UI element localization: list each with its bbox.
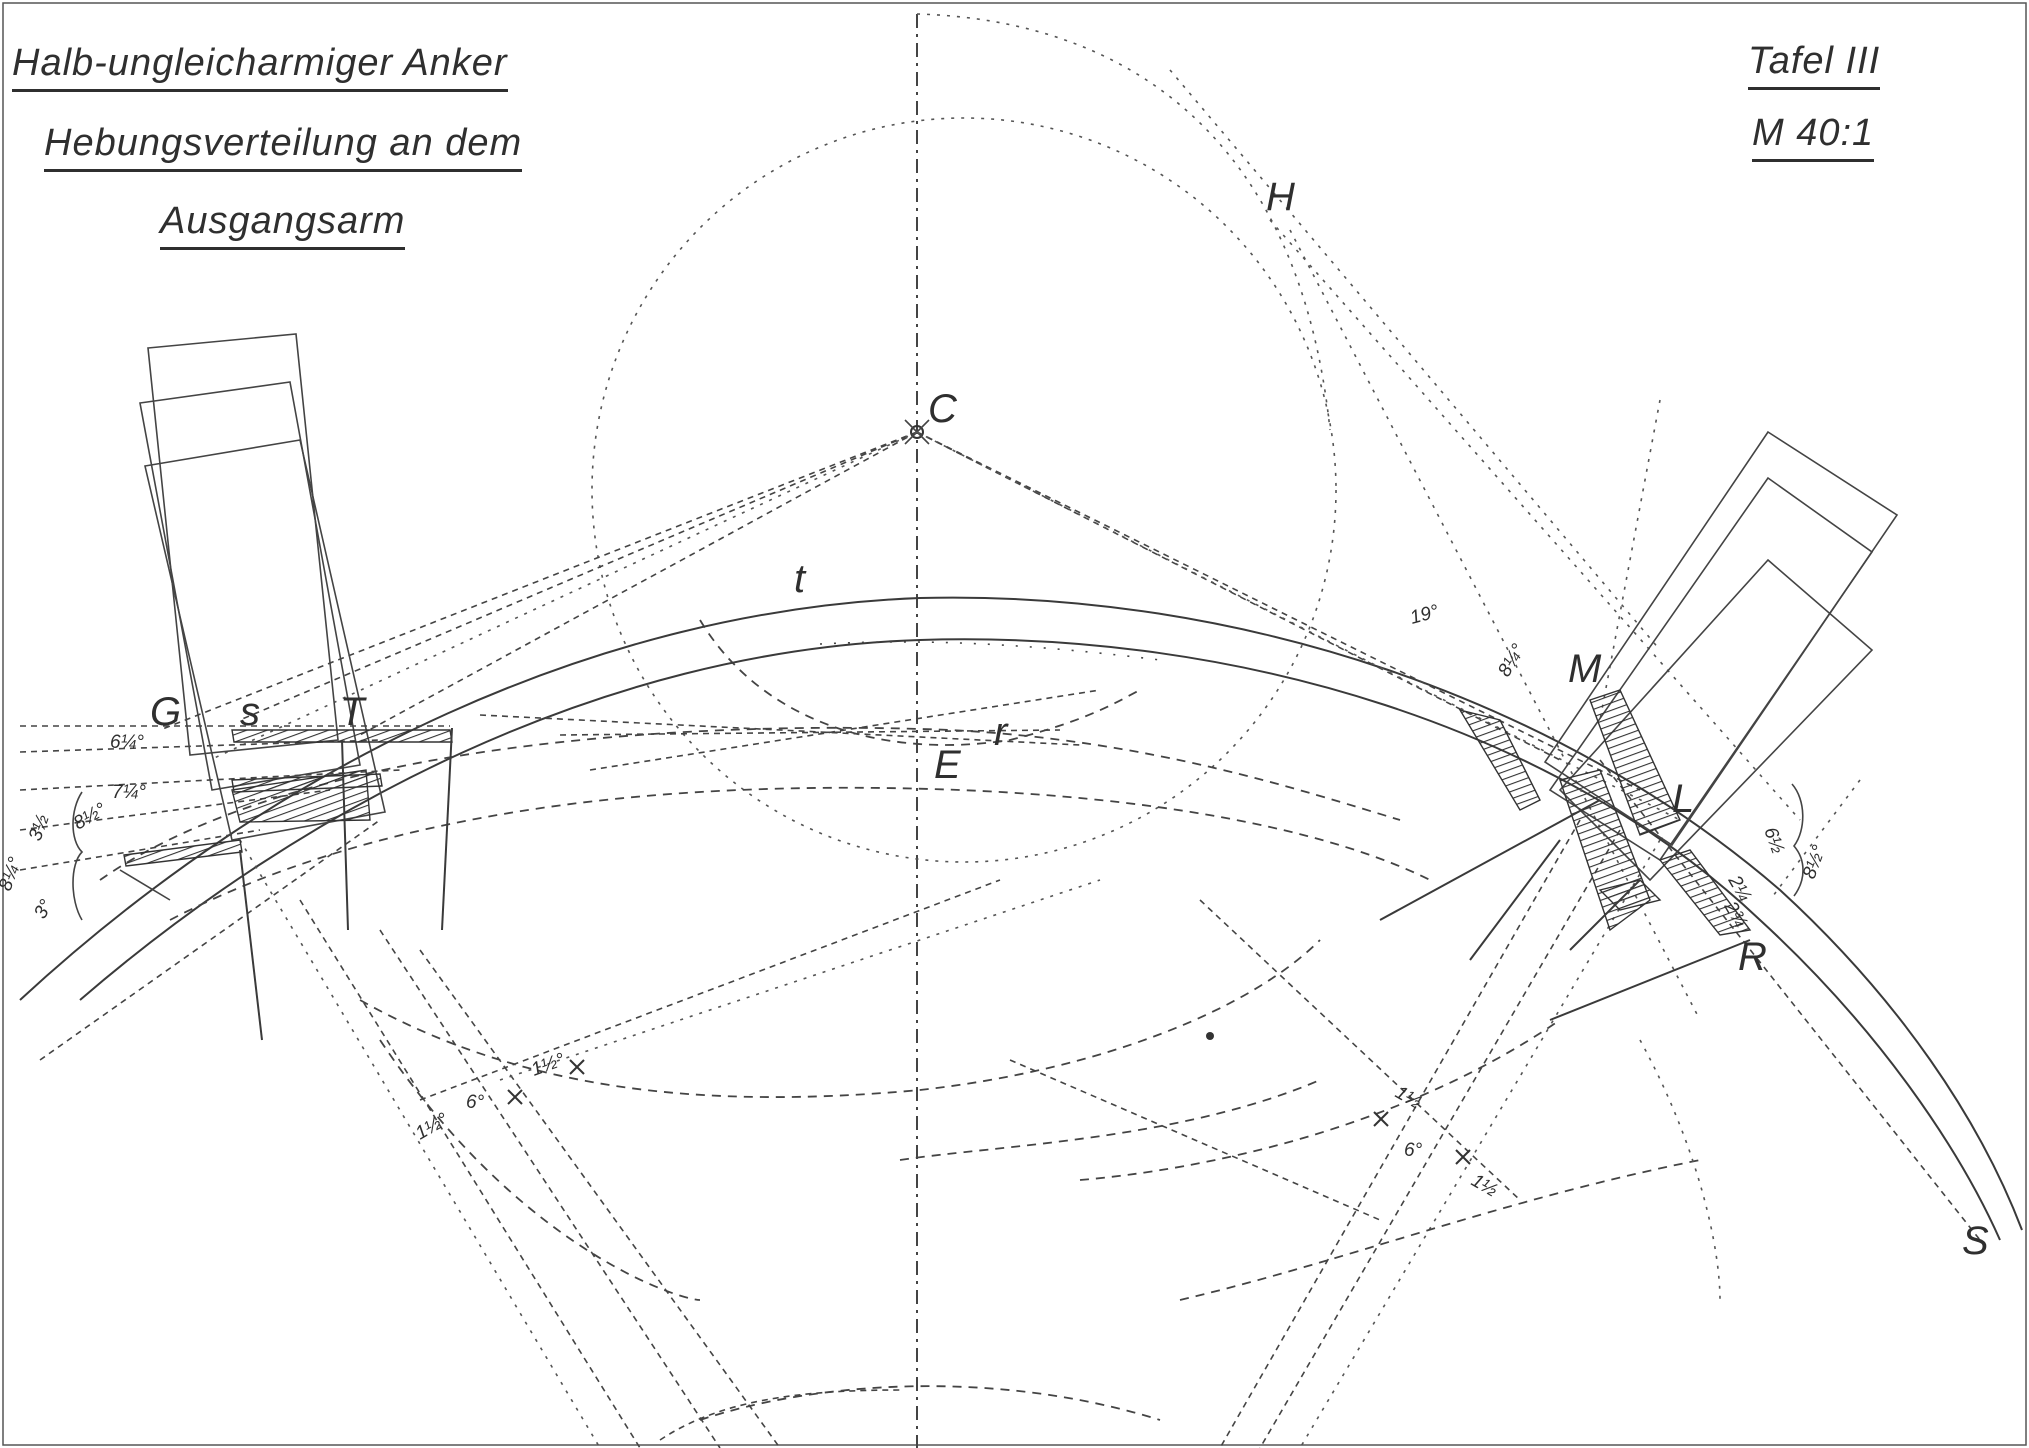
angle-bottom-1-1-2-right: 1½ — [1392, 1082, 1426, 1113]
label-s-small: s — [240, 690, 260, 734]
label-g: G — [150, 690, 181, 734]
angle-bottom-6-left: 6° — [466, 1092, 485, 1113]
title-line-3: Ausgangsarm — [160, 200, 406, 250]
circle-around-c — [591, 117, 1337, 863]
angle-bottom-1-1-2-left: 1½° — [412, 1109, 452, 1144]
line-h — [1169, 69, 1661, 651]
wheel-inner-arc — [79, 638, 2001, 1241]
left-pallet-stack — [119, 333, 453, 1041]
scale-label: M 40:1 — [1752, 112, 1875, 162]
plate-number: Tafel III — [1748, 40, 1881, 90]
radius-c-left-1 — [159, 431, 918, 731]
angle-bottom-6-right: 6° — [1404, 1140, 1423, 1161]
angle-left-8-1-4: 8¼° — [0, 854, 26, 894]
label-l: L — [1672, 777, 1694, 821]
radius-c-right-1 — [916, 431, 1641, 791]
label-s: S — [1962, 1219, 1989, 1263]
tick-arc — [819, 641, 1161, 661]
angle-top-19: 19° — [1408, 601, 1442, 629]
label-c: C — [928, 387, 958, 431]
angle-left-3-1-2: 3½ — [25, 812, 54, 844]
angle-bottom-1-1-2-far: 1½ — [1468, 1170, 1502, 1201]
label-h: H — [1266, 175, 1295, 219]
pivot-c-marker — [910, 425, 924, 439]
label-t-small: t — [794, 557, 807, 601]
label-e: E — [934, 743, 962, 787]
label-m: M — [1568, 647, 1602, 691]
title-line-1: Halb-ungleicharmiger Anker — [12, 42, 508, 92]
circle-e-arc — [699, 619, 1141, 746]
angle-left-6-1-4: 6¼° — [110, 732, 144, 753]
angle-left-7-1-4: 7¼° — [112, 782, 146, 803]
label-t: T — [340, 690, 367, 734]
angle-left-3: 3° — [30, 896, 57, 923]
label-r-small: r — [994, 710, 1009, 754]
angle-right-8-1-4: 8¼° — [1494, 640, 1529, 680]
right-pallet-stack — [1379, 430, 1899, 1021]
angle-right-6-1-2: 6½ — [1759, 825, 1788, 857]
angle-right-8-1-2: 8½° — [1799, 842, 1831, 882]
circle-top-arc — [916, 13, 1331, 431]
wheel-outer-arc — [19, 596, 2023, 1231]
title-line-2: Hebungsverteilung an dem — [44, 122, 523, 172]
label-r: R — [1738, 935, 1767, 979]
